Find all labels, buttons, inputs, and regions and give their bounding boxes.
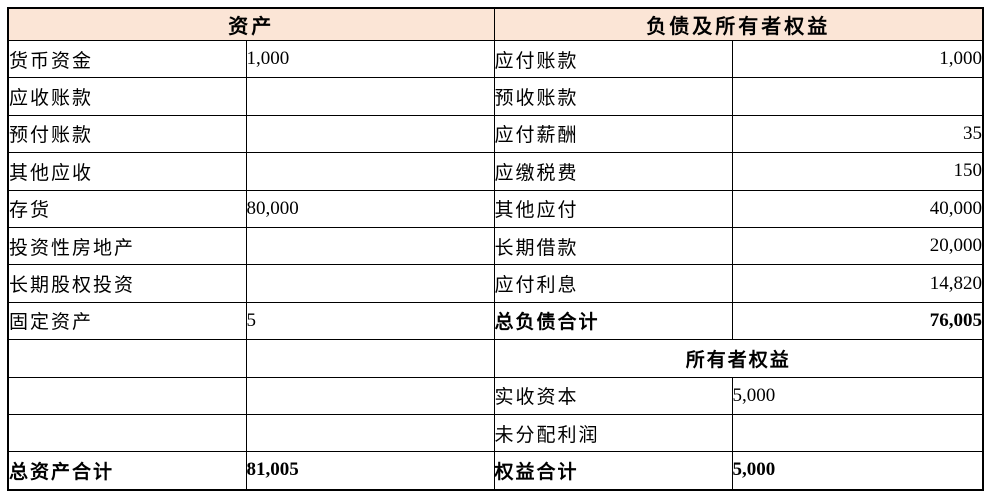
liability-label: 应付账款 <box>493 39 733 79</box>
balance-sheet-page: 资产 负债及所有者权益 货币资金 1,000 应付账款 1,000 应收账款 预… <box>7 7 984 491</box>
table-row: 投资性房地产 长期借款 20,000 <box>7 226 984 266</box>
liability-label: 长期借款 <box>493 226 733 266</box>
table-row: 未分配利润 <box>7 413 984 453</box>
table-row: 应收账款 预收账款 <box>7 77 984 116</box>
equity-value: 5,000 <box>731 376 984 415</box>
liability-value: 14,820 <box>731 264 984 303</box>
table-row: 其他应收 应缴税费 150 <box>7 152 984 191</box>
liability-label: 应缴税费 <box>493 152 733 191</box>
asset-value: 80,000 <box>245 189 495 228</box>
liability-value: 35 <box>731 114 984 154</box>
liability-value: 20,000 <box>731 226 984 266</box>
asset-value: 1,000 <box>245 39 495 79</box>
asset-label: 货币资金 <box>7 39 247 79</box>
table-row: 实收资本 5,000 <box>7 376 984 415</box>
total-equity-label: 权益合计 <box>493 451 733 491</box>
liability-value <box>731 77 984 116</box>
total-liabilities-value: 76,005 <box>731 301 984 341</box>
table-row: 存货 80,000 其他应付 40,000 <box>7 189 984 228</box>
asset-value: 5 <box>245 301 495 341</box>
asset-value <box>245 264 495 303</box>
assets-section-header: 资产 <box>7 7 495 41</box>
total-equity-value: 5,000 <box>731 451 984 491</box>
asset-label <box>7 413 247 453</box>
asset-label: 其他应收 <box>7 152 247 191</box>
liability-label: 应付薪酬 <box>493 114 733 154</box>
asset-value <box>245 339 495 378</box>
total-assets-label: 总资产合计 <box>7 451 247 491</box>
table-row-equity-header: 所有者权益 <box>7 339 984 378</box>
total-liabilities-label: 总负债合计 <box>493 301 733 341</box>
asset-value <box>245 226 495 266</box>
table-row: 货币资金 1,000 应付账款 1,000 <box>7 39 984 79</box>
asset-label <box>7 339 247 378</box>
table-header-row: 资产 负债及所有者权益 <box>7 7 984 41</box>
asset-label: 固定资产 <box>7 301 247 341</box>
liability-value: 150 <box>731 152 984 191</box>
asset-label: 投资性房地产 <box>7 226 247 266</box>
asset-value <box>245 77 495 116</box>
table-row: 预付账款 应付薪酬 35 <box>7 114 984 154</box>
asset-value <box>245 413 495 453</box>
asset-label <box>7 376 247 415</box>
liability-label: 预收账款 <box>493 77 733 116</box>
asset-label: 存货 <box>7 189 247 228</box>
table-row: 长期股权投资 应付利息 14,820 <box>7 264 984 303</box>
asset-value <box>245 114 495 154</box>
table-row-total-liabilities: 固定资产 5 总负债合计 76,005 <box>7 301 984 341</box>
asset-label: 预付账款 <box>7 114 247 154</box>
liability-value: 1,000 <box>731 39 984 79</box>
liability-label: 其他应付 <box>493 189 733 228</box>
liability-value: 40,000 <box>731 189 984 228</box>
asset-value <box>245 152 495 191</box>
liabilities-equity-section-header: 负债及所有者权益 <box>493 7 984 41</box>
total-assets-value: 81,005 <box>245 451 495 491</box>
equity-label: 实收资本 <box>493 376 733 415</box>
table-row-totals: 总资产合计 81,005 权益合计 5,000 <box>7 451 984 491</box>
owners-equity-section-header: 所有者权益 <box>493 339 984 378</box>
liability-label: 应付利息 <box>493 264 733 303</box>
equity-label: 未分配利润 <box>493 413 733 453</box>
equity-value <box>731 413 984 453</box>
asset-value <box>245 376 495 415</box>
asset-label: 应收账款 <box>7 77 247 116</box>
balance-sheet-table: 资产 负债及所有者权益 货币资金 1,000 应付账款 1,000 应收账款 预… <box>7 7 984 491</box>
asset-label: 长期股权投资 <box>7 264 247 303</box>
